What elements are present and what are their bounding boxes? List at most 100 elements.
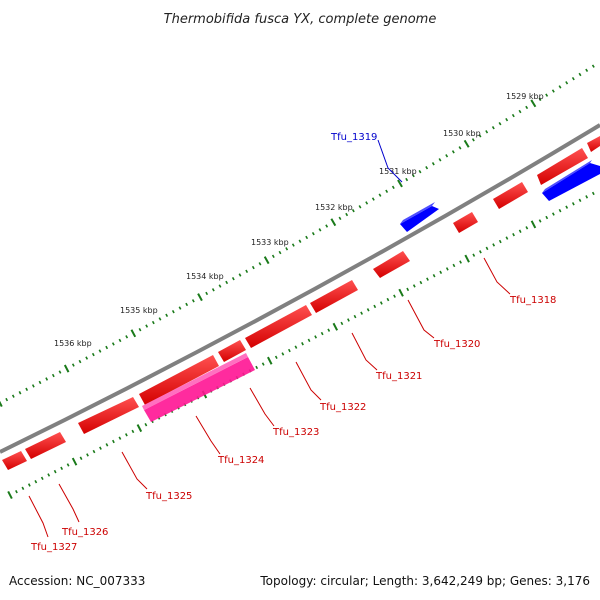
outer-tick-32 — [211, 288, 215, 292]
gene-tfu-1323[interactable] — [218, 340, 246, 362]
outer-tick-87 — [578, 72, 582, 77]
gene-label-tfu-1321[interactable]: Tfu_1321 — [375, 371, 422, 382]
outer-tick-22 — [145, 324, 149, 328]
outer-tick-40 — [263, 256, 270, 265]
gene-label-tfu-1320[interactable]: Tfu_1320 — [433, 339, 480, 350]
gene-label-tfu-1327[interactable]: Tfu_1327 — [30, 542, 77, 553]
outer-tick-17 — [111, 342, 115, 346]
outer-tick-13 — [85, 356, 89, 360]
outer-tick-26 — [171, 309, 175, 314]
inner-tick-10 — [71, 457, 78, 466]
outer-tick-77 — [511, 113, 515, 118]
map-title: Thermobifida fusca YX, complete genome — [164, 12, 437, 27]
gene-label-tfu-1326[interactable]: Tfu_1326 — [61, 527, 108, 538]
outer-tick-75 — [498, 121, 502, 126]
outer-tick-68 — [451, 150, 455, 154]
inner-tick-88 — [585, 195, 589, 199]
inner-tick-11 — [79, 456, 83, 460]
gene-tfu-1325[interactable] — [78, 397, 139, 434]
outer-tick-88 — [585, 68, 589, 73]
gene-label-tfu-1322[interactable]: Tfu_1322 — [319, 402, 366, 413]
outer-tick-3 — [18, 391, 22, 395]
gene-tfu-1324-highlight[interactable] — [142, 353, 255, 422]
outer-tick-56 — [371, 197, 375, 201]
inner-tick-48 — [320, 331, 324, 336]
gene-tfu-1320[interactable] — [373, 251, 410, 278]
outer-tick-5 — [31, 384, 35, 388]
inner-tick-0 — [7, 490, 13, 500]
outer-tick-39 — [258, 262, 262, 266]
inner-tick-63 — [419, 280, 423, 285]
gene-label-tfu-1323[interactable]: Tfu_1323 — [272, 427, 319, 438]
inner-tick-77 — [512, 232, 515, 237]
outer-tick-63 — [418, 169, 422, 174]
outer-tick-10 — [63, 364, 70, 373]
inner-tick-69 — [459, 260, 462, 264]
accession-text: Accession: NC_007333 — [9, 574, 145, 588]
inner-tick-80 — [530, 220, 537, 229]
inner-tick-7 — [53, 469, 57, 474]
scale-label-1533: 1533 kbp — [251, 238, 289, 247]
outer-tick-70 — [463, 139, 470, 148]
gene-label-tfu-1318[interactable]: Tfu_1318 — [509, 295, 556, 306]
outer-tick-53 — [351, 208, 355, 213]
gene-tfu-1322[interactable] — [245, 305, 312, 348]
inner-tick-89 — [591, 191, 595, 196]
inner-tick-72 — [479, 250, 482, 254]
outer-tick-6 — [38, 380, 42, 385]
inner-tick-73 — [485, 246, 489, 251]
outer-tick-15 — [98, 349, 102, 353]
outer-tick-82 — [545, 93, 549, 97]
gene-label-tfu-1324[interactable]: Tfu_1324 — [217, 455, 264, 466]
gene-tfu-1319[interactable] — [400, 202, 439, 232]
inner-tick-3 — [27, 483, 31, 487]
outer-tick-23 — [151, 320, 155, 325]
inner-tick-70 — [464, 254, 470, 263]
outer-tick-37 — [245, 269, 249, 273]
outer-tick-60 — [397, 179, 403, 188]
outer-tick-46 — [305, 235, 309, 240]
gene-label-tfu-1325[interactable]: Tfu_1325 — [145, 491, 192, 502]
outer-tick-54 — [358, 205, 362, 209]
outer-tick-74 — [491, 126, 495, 130]
gene-tfu-1318[interactable] — [493, 182, 528, 209]
inner-tick-44 — [294, 345, 298, 349]
inner-tick-1 — [15, 489, 18, 494]
gene-tfu-1318-b[interactable] — [537, 148, 588, 185]
outer-tick-9 — [58, 370, 62, 374]
outer-tick-71 — [471, 138, 475, 142]
outer-tick-48 — [318, 228, 322, 232]
outer-tick-89 — [591, 64, 595, 68]
gene-tfu-1318-a[interactable] — [542, 160, 600, 201]
inner-tick-12 — [86, 453, 89, 457]
outer-tick-79 — [525, 105, 529, 110]
inner-tick-58 — [386, 297, 390, 302]
gene-tfu-1317[interactable] — [587, 136, 600, 152]
gene-tfu-1326[interactable] — [25, 432, 66, 459]
inner-tick-56 — [373, 304, 377, 309]
gene-tfu-1327[interactable] — [2, 451, 27, 470]
inner-scale-ticks — [7, 191, 595, 500]
outer-tick-33 — [218, 284, 222, 288]
inner-tick-67 — [445, 267, 449, 271]
inner-tick-9 — [66, 463, 70, 467]
outer-tick-86 — [571, 76, 575, 81]
inner-tick-84 — [558, 208, 562, 213]
outer-tick-31 — [205, 291, 209, 296]
gene-label-tfu-1319[interactable]: Tfu_1319 — [330, 132, 377, 143]
inner-tick-53 — [353, 314, 357, 319]
inner-tick-82 — [545, 215, 549, 220]
inner-tick-14 — [99, 446, 102, 450]
inner-tick-71 — [472, 253, 476, 257]
outer-tick-12 — [78, 359, 82, 364]
scale-label-1536: 1536 kbp — [54, 339, 92, 348]
gene-tfu-1321[interactable] — [310, 280, 358, 313]
inner-tick-86 — [571, 202, 575, 206]
scale-label-1535: 1535 kbp — [120, 306, 158, 315]
inner-tick-83 — [551, 212, 555, 216]
genome-backbone — [0, 123, 600, 454]
outer-tick-14 — [91, 352, 95, 357]
outer-tick-8 — [51, 373, 55, 378]
gene-tfu-1324[interactable] — [139, 355, 219, 405]
gene-tfu-1318-c[interactable] — [453, 212, 478, 233]
